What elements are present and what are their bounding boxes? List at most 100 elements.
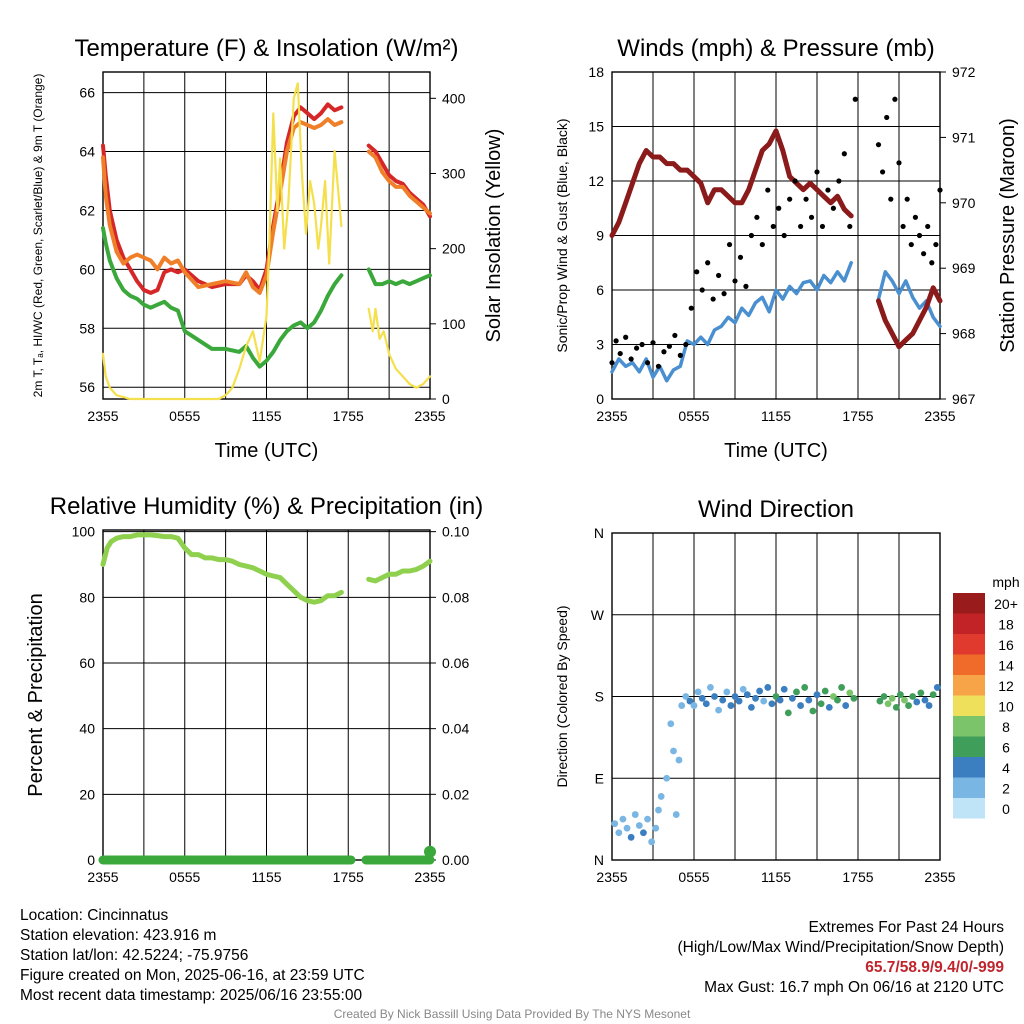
direction-point [657, 793, 665, 800]
direction-point [723, 688, 731, 696]
gust-point [609, 360, 615, 366]
legend-label: 18 [998, 617, 1014, 633]
legend-label: 0 [1002, 801, 1010, 817]
direction-point [735, 697, 743, 705]
temp-series-1-seg-0 [101, 117, 344, 295]
gust-point [623, 334, 629, 340]
direction-point [892, 704, 900, 711]
direction-point [655, 806, 662, 814]
recent-timestamp: Most recent data timestamp: 2025/06/16 2… [20, 987, 363, 1004]
y-tick-label: N [594, 852, 604, 868]
legend-swatch [953, 777, 985, 798]
y2-tick-label: 0.10 [442, 524, 469, 540]
y2-tick-label: 971 [952, 129, 976, 145]
direction-point [663, 774, 671, 782]
direction-point [929, 691, 937, 699]
direction-point [682, 693, 690, 700]
gust-point [781, 232, 787, 239]
direction-point [793, 688, 800, 696]
y-tick-label: 62 [79, 202, 95, 218]
y-tick-label: 3 [596, 337, 604, 353]
gust-point [661, 349, 667, 355]
y-tick-label: 64 [79, 144, 95, 160]
y-tick-label: 18 [588, 64, 604, 80]
gust-point [721, 291, 727, 297]
gust-point [688, 305, 694, 311]
station-location: Location: Cincinnatus [20, 907, 169, 924]
y-tick-label: 12 [588, 173, 604, 189]
gust-point [639, 341, 645, 348]
gust-point [737, 254, 744, 260]
station-latlon: Station lat/lon: 42.5224; -75.9756 [20, 947, 249, 964]
wind-series-1-seg-0 [609, 128, 854, 238]
direction-point [611, 820, 619, 828]
gust-point [776, 205, 782, 211]
direction-point [686, 697, 694, 705]
gust-point [666, 343, 673, 349]
y2-tick-label: 972 [952, 64, 976, 80]
direction-point [739, 685, 747, 693]
direction-point [640, 829, 647, 837]
y-tick-label: W [591, 607, 605, 623]
direction-point [913, 698, 921, 706]
gust-point [819, 223, 826, 230]
temp-series-2-seg-0 [101, 226, 344, 369]
y-tick-label: N [594, 525, 604, 541]
legend-label: 2 [1002, 781, 1010, 797]
y-axis-label: 2m T, Tₐ, HI/WC (Red, Green, Scarlet/Blu… [31, 74, 45, 398]
direction-point [821, 687, 829, 695]
direction-point [917, 689, 925, 697]
direction-point [743, 691, 751, 699]
direction-point [838, 684, 845, 691]
temp-series-3-seg-1 [367, 307, 432, 389]
direction-point [719, 696, 727, 704]
y2-tick-label: 100 [442, 316, 466, 332]
direction-point [675, 756, 683, 764]
direction-point [715, 706, 722, 714]
legend-swatch [953, 634, 985, 655]
direction-point [631, 811, 639, 818]
panel-title: Temperature (F) & Insolation (W/m²) [74, 35, 458, 62]
gust-point [808, 214, 815, 220]
temp-series-0-seg-0 [101, 102, 344, 295]
legend-swatch [953, 716, 985, 737]
direction-point [619, 815, 627, 823]
gust-point [683, 341, 689, 348]
x-tick-label: 2355 [414, 408, 445, 424]
direction-point [809, 707, 817, 715]
legend-title: mph [992, 574, 1019, 590]
y2-tick-label: 0 [442, 391, 450, 407]
y-tick-label: 100 [72, 524, 96, 540]
direction-point [876, 697, 884, 705]
rh-series-seg-0 [100, 532, 344, 605]
gust-point [825, 187, 831, 193]
x-tick-label: 2355 [87, 869, 118, 885]
gust-point [726, 241, 733, 248]
direction-point [925, 702, 933, 709]
x-tick-label: 2355 [87, 408, 118, 424]
legend-swatch [953, 695, 985, 716]
x-tick-label: 0555 [169, 408, 200, 424]
precip-end-point [424, 845, 436, 858]
y2-axis-label: Station Pressure (Maroon) [997, 118, 1019, 353]
y-tick-label: 40 [79, 721, 95, 737]
y-tick-label: S [595, 689, 604, 705]
wind-series-0-seg-0 [610, 261, 853, 383]
legend-label: 8 [1002, 719, 1010, 735]
y-tick-label: 58 [79, 320, 95, 336]
direction-point [850, 694, 858, 702]
y-axis-label: Direction (Colored By Speed) [554, 605, 570, 787]
gust-point [754, 214, 760, 220]
y-axis-label: Percent & Precipitation [25, 593, 47, 796]
legend-swatch [953, 798, 985, 819]
direction-point [678, 702, 686, 709]
direction-point [727, 702, 735, 709]
direction-point [731, 693, 739, 700]
direction-point [880, 693, 888, 700]
gust-point [904, 196, 910, 202]
direction-point [752, 694, 759, 702]
x-axis-label: Time (UTC) [215, 440, 319, 462]
y-axis-label: Sonic/Prop Wind & Gust (Blue, Black) [554, 118, 570, 352]
direction-point [780, 685, 788, 693]
direction-point [711, 693, 718, 700]
